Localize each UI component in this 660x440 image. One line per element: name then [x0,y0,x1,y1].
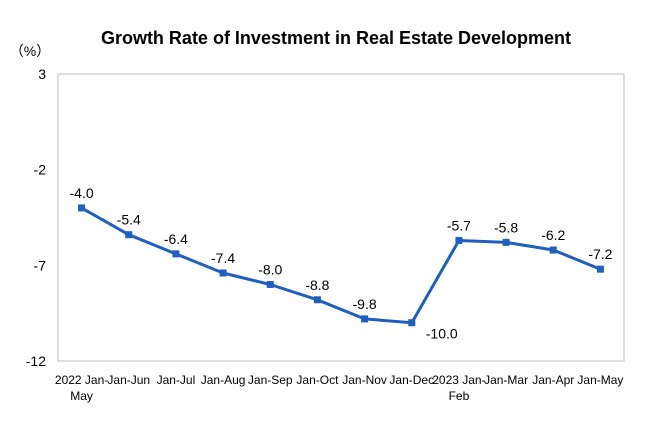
chart-title: Growth Rate of Investment in Real Estate… [101,28,571,48]
data-label: -6.4 [164,231,188,247]
data-point-marker [361,315,369,323]
data-point-marker [266,280,274,288]
data-point-marker [172,250,180,258]
x-tick-label: Jan-May [577,373,623,387]
x-tick-label-line: Jan-Mar [484,373,528,387]
y-tick-label: -7 [34,257,47,273]
data-point-marker [502,238,510,246]
x-tick-label: Jan-Nov [342,373,387,387]
data-label-layer: -4.0 -5.4 -6.4 -7.4 -8.0 -8.8 -9.8 -10.0 -5.7 -5.… [70,185,613,342]
data-label: -8.0 [258,261,282,277]
data-label: -5.7 [447,217,471,233]
series-layer [80,206,601,325]
data-label: -5.4 [117,212,141,228]
data-point-marker [455,236,463,244]
x-tick-label-line: Feb [449,389,470,403]
x-tick-label-line: Jan-Apr [532,373,574,387]
x-tick-label-line: 2022 Jan- [55,373,108,387]
x-tick-label-line: Jan-Sep [248,373,293,387]
x-tick-label-line: Jan-Nov [342,373,387,387]
x-tick-label: 2022 Jan- May [55,373,108,403]
x-tick-label-line: Jan-Jul [157,373,196,387]
x-tick-label-line: Jan-May [577,373,623,387]
data-label: -6.2 [541,227,565,243]
data-point-marker [596,265,604,273]
x-tick-label: Jan-Jul [157,373,196,387]
y-tick-label: -2 [34,162,47,178]
x-axis-ticks: 2022 Jan- May Jan-Jun Jan-Jul Jan-Aug Jan-Sep… [55,373,624,403]
y-unit-label: （%） [10,43,50,59]
data-point-marker [549,246,557,254]
x-tick-label-line: 2023 Jan- [432,373,485,387]
x-tick-label: 2023 Jan- Feb [432,373,485,403]
data-label: -7.2 [588,246,612,262]
y-tick-label: -12 [26,353,46,369]
data-label: -4.0 [70,185,94,201]
x-tick-label-line: Jan-Jun [107,373,150,387]
x-tick-label: Jan-Sep [248,373,293,387]
x-tick-label-line: Jan-Aug [201,373,246,387]
data-point-marker [408,319,416,327]
x-tick-label: Jan-Oct [296,373,339,387]
x-tick-label: Jan-Mar [484,373,528,387]
y-axis-ticks: 3 -2 -7 -12 [26,66,46,369]
data-point-marker [313,296,321,304]
x-tick-label-line: Jan-Dec [389,373,434,387]
y-tick-label: 3 [38,66,46,82]
x-tick-label-line: May [70,389,93,403]
data-label: -8.8 [305,277,329,293]
plot-area-frame [57,73,625,362]
data-label: -10.0 [426,326,458,342]
x-tick-label: Jan-Aug [201,373,246,387]
data-point-marker [219,269,227,277]
data-point-marker [78,204,86,212]
data-label: -5.8 [494,219,518,235]
x-tick-label: Jan-Jun [107,373,150,387]
data-label: -7.4 [211,250,235,266]
x-tick-label-line: Jan-Oct [296,373,339,387]
x-tick-label: Jan-Apr [532,373,574,387]
data-point-marker [125,231,133,239]
data-label: -9.8 [353,296,377,312]
series-line [80,206,601,325]
marker-layer [78,204,604,327]
x-tick-label: Jan-Dec [389,373,434,387]
